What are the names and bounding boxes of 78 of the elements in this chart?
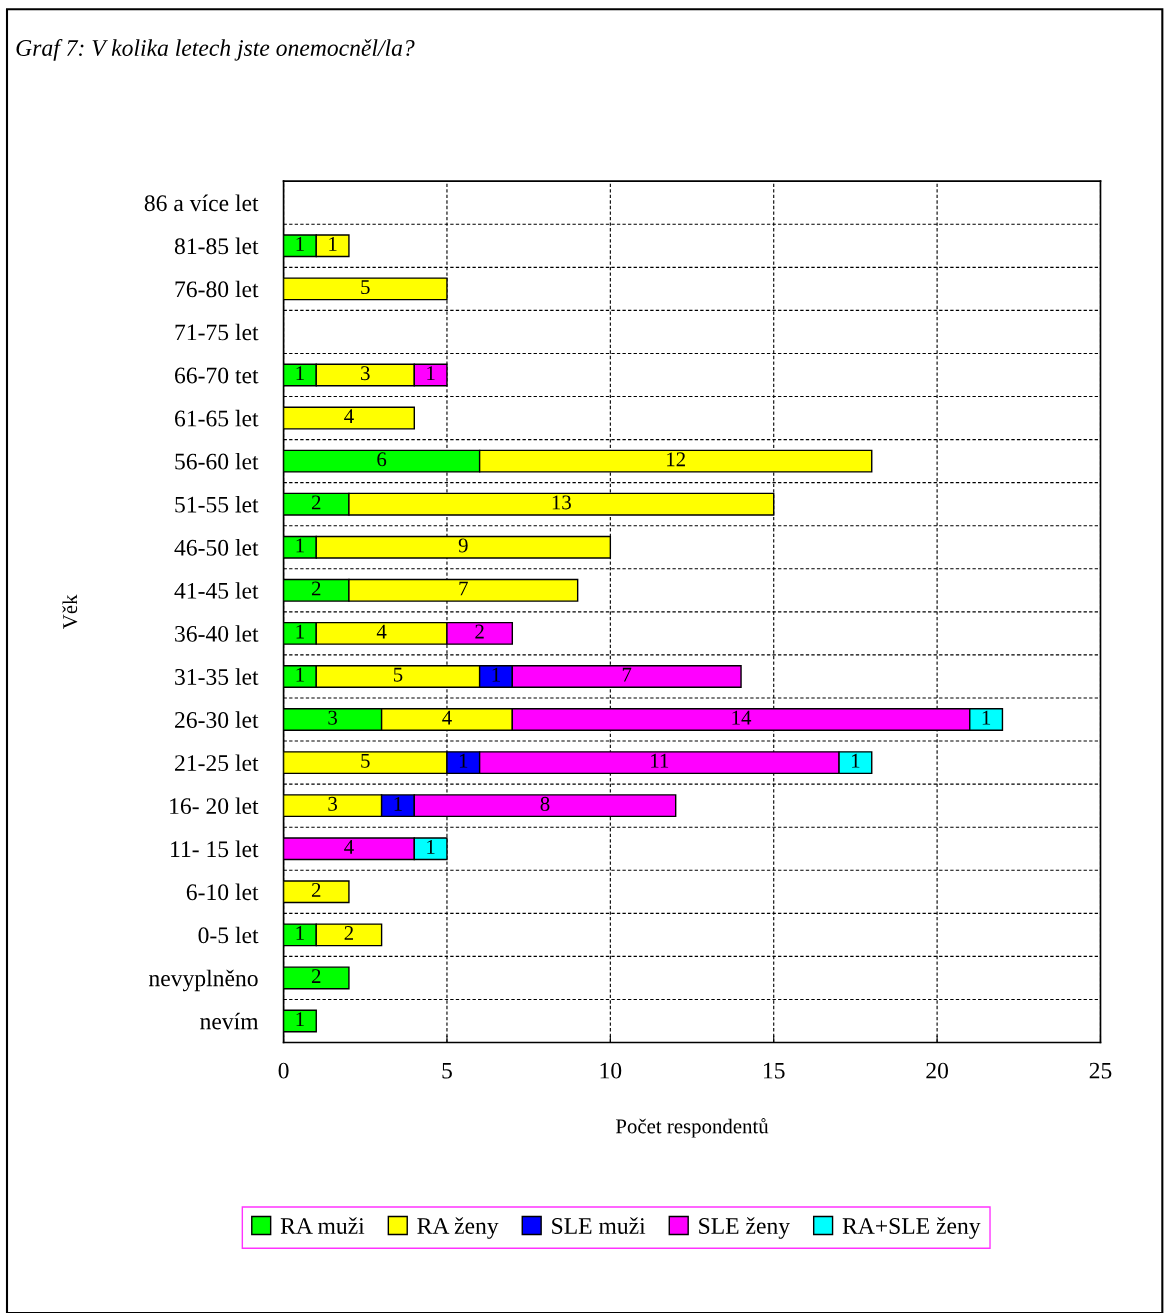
data-label: 1 — [329, 237, 337, 251]
y-tick-label: 66-70 tet — [175, 367, 259, 384]
data-label: 5 — [361, 753, 370, 768]
data-label: 4 — [344, 840, 354, 854]
data-label: 1 — [427, 366, 435, 380]
data-label: 4 — [376, 624, 387, 639]
y-tick-label: 16- 20 let — [170, 797, 259, 815]
data-label: 1 — [982, 710, 991, 725]
data-label: 3 — [328, 710, 337, 725]
data-label: 13 — [552, 495, 571, 510]
data-label: 2 — [311, 495, 321, 510]
data-label: 2 — [475, 624, 484, 639]
data-label: 1 — [459, 753, 468, 768]
data-label: 5 — [393, 667, 403, 682]
data-label: 3 — [361, 366, 370, 381]
x-tick-label: 25 — [1089, 1062, 1112, 1079]
data-label: 1 — [296, 926, 304, 940]
x-tick-label: 10 — [600, 1062, 622, 1079]
y-tick-label: 46-50 let — [174, 539, 259, 556]
data-label: 12 — [667, 452, 685, 467]
data-label: 1 — [296, 366, 304, 380]
data-label: 4 — [442, 710, 452, 725]
data-label: 5 — [361, 280, 370, 295]
y-tick-label: 6-10 let — [186, 883, 259, 901]
y-tick-label: 0-5 let — [198, 926, 259, 944]
y-tick-label: 76-80 let — [175, 280, 259, 298]
data-label: 6 — [377, 452, 387, 467]
data-label: 11 — [651, 753, 669, 768]
y-tick-label: 31-35 let — [175, 668, 259, 685]
data-label: 7 — [622, 667, 632, 682]
y-tick-label: 61-65 let — [175, 409, 259, 427]
bar — [283, 406, 415, 430]
data-label: 1 — [296, 624, 304, 639]
y-tick-label: 71-75 let — [175, 323, 259, 341]
data-label: 2 — [311, 969, 321, 983]
y-tick-label: 86 a více let — [144, 194, 259, 212]
data-label: 3 — [328, 796, 337, 811]
x-axis-title: Počet respondentů — [615, 1118, 769, 1138]
y-tick-label: 21-25 let — [175, 754, 259, 772]
data-label: 1 — [852, 753, 860, 768]
y-axis-title: Věk — [62, 594, 78, 629]
data-label: 1 — [394, 796, 402, 811]
x-tick-label: 20 — [926, 1062, 949, 1079]
x-tick-label: 15 — [763, 1062, 785, 1079]
y-tick-label: 26-30 let — [175, 711, 259, 728]
y-tick-label: 51-55 let — [175, 496, 259, 513]
data-label: 14 — [732, 710, 752, 725]
bar — [283, 1009, 317, 1033]
y-tick-label: 56-60 let — [175, 452, 259, 470]
legend-label: RA+SLE ženy — [842, 1217, 981, 1239]
x-tick-label: 5 — [442, 1062, 452, 1079]
y-tick-label: nevyplněno — [148, 969, 258, 992]
legend-label: SLE ženy — [699, 1217, 790, 1239]
data-label: 7 — [459, 581, 468, 596]
data-label: 2 — [311, 883, 321, 897]
chart-title: Graf 7: V kolika letech jste onemocněl/la? — [16, 39, 415, 61]
data-label: 1 — [427, 839, 435, 854]
data-label: 4 — [344, 409, 354, 424]
x-tick-label: 0 — [278, 1062, 289, 1079]
legend-label: RA ženy — [417, 1217, 499, 1239]
bar — [283, 966, 350, 990]
y-tick-label: nevím — [200, 1012, 259, 1030]
data-label: 1 — [296, 667, 304, 682]
y-tick-label: 41-45 let — [174, 582, 259, 599]
y-tick-label: 36-40 let — [175, 625, 259, 642]
bar — [283, 880, 350, 904]
y-tick-label: 81-85 let — [174, 237, 259, 255]
legend-label: RA muži — [280, 1217, 365, 1234]
data-label: 1 — [296, 237, 304, 251]
data-label: 9 — [458, 538, 468, 553]
data-label: 2 — [311, 581, 321, 596]
data-label: 8 — [540, 796, 550, 811]
data-label: 1 — [492, 667, 500, 682]
data-label: 1 — [296, 1012, 304, 1026]
data-label: 1 — [296, 538, 304, 553]
legend-label: SLE muži — [552, 1217, 646, 1234]
data-label: 2 — [344, 926, 353, 940]
y-tick-label: 11- 15 let — [171, 840, 259, 858]
